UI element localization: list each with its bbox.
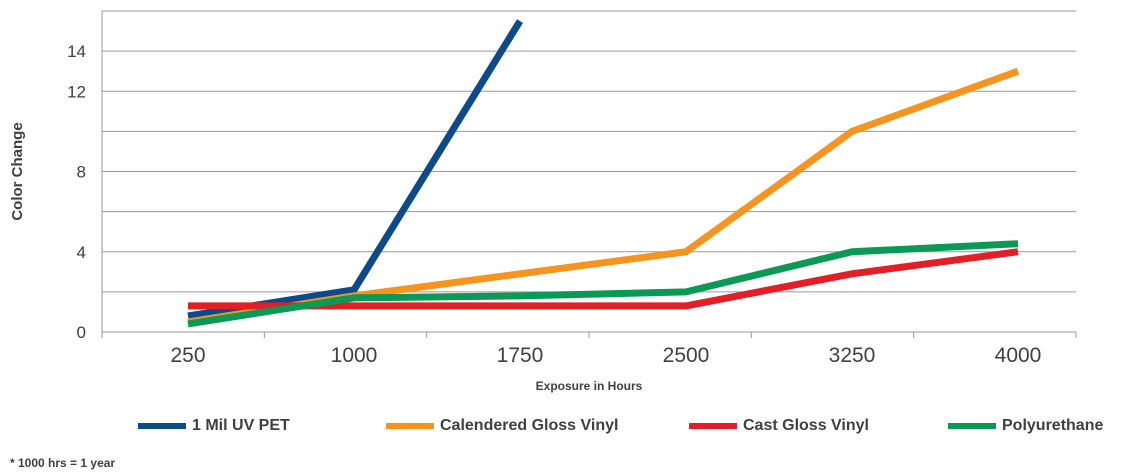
- grid-lines: [102, 10, 1076, 333]
- axes: [101, 11, 1077, 338]
- y-tick-label: 14: [67, 42, 86, 61]
- y-tick-labels: 0 4 8 12 14: [67, 42, 86, 342]
- y-tick-label: 4: [77, 243, 86, 262]
- y-tick-label: 12: [67, 82, 86, 101]
- legend-label: Cast Gloss Vinyl: [743, 417, 869, 434]
- x-tick-label: 250: [170, 344, 205, 367]
- legend: 1 Mil UV PET Calendered Gloss Vinyl Cast G…: [0, 413, 1136, 439]
- series-line: [187, 240, 1019, 328]
- legend-label: 1 Mil UV PET: [192, 417, 290, 434]
- x-tick-label: 3250: [829, 344, 876, 367]
- legend-swatch: [138, 423, 186, 429]
- legend-swatch: [948, 423, 996, 429]
- series-line: [187, 19, 523, 320]
- series-line: [188, 248, 1019, 310]
- y-tick-label: 0: [77, 323, 86, 342]
- legend-item: Cast Gloss Vinyl: [689, 413, 869, 439]
- line-chart: 0 4 8 12 14 250 1000 1750 2500 3250 4000 Color Ch…: [9, 10, 1077, 393]
- series-lines: [187, 19, 1020, 328]
- y-tick-label: 8: [77, 163, 86, 182]
- x-axis-title: Exposure in Hours: [536, 379, 643, 393]
- legend-swatch: [689, 423, 737, 429]
- legend-label: Polyurethane: [1002, 417, 1104, 434]
- x-tick-label: 1000: [331, 344, 378, 367]
- legend-item: Calendered Gloss Vinyl: [386, 413, 618, 439]
- legend-label: Calendered Gloss Vinyl: [440, 417, 619, 434]
- x-tick-label: 1750: [497, 344, 544, 367]
- legend-swatch: [386, 423, 434, 429]
- x-tick-label: 2500: [663, 344, 710, 367]
- legend-item: 1 Mil UV PET: [138, 413, 290, 439]
- footnote: * 1000 hrs = 1 year: [10, 456, 116, 470]
- y-axis-title: Color Change: [9, 122, 26, 220]
- x-tick-label: 4000: [995, 344, 1042, 367]
- series-line: [187, 67, 1020, 326]
- x-tick-labels: 250 1000 1750 2500 3250 4000: [170, 344, 1041, 367]
- legend-item: Polyurethane: [948, 413, 1103, 439]
